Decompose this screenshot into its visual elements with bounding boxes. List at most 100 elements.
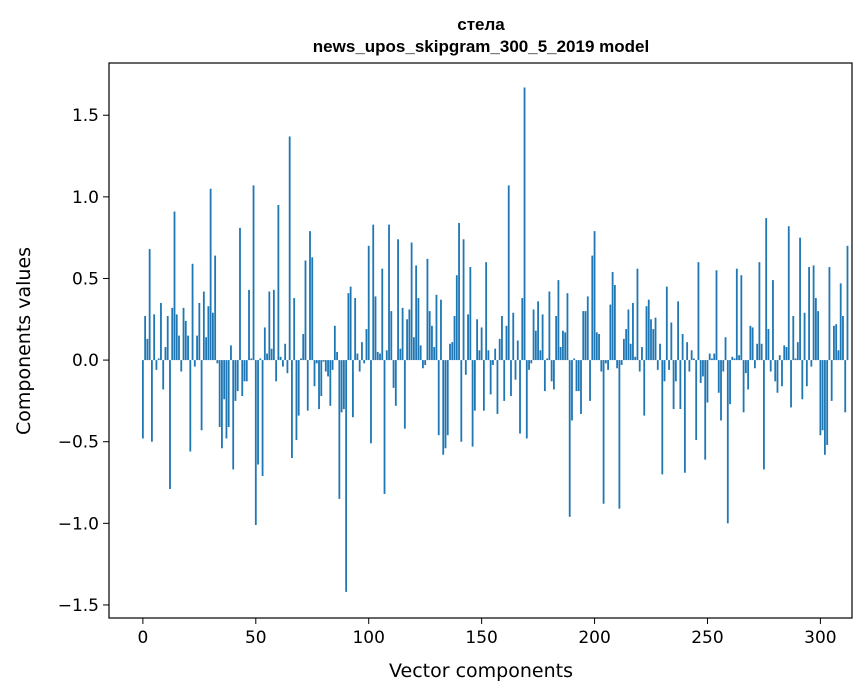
bar-161 <box>505 325 508 361</box>
bar-134 <box>444 360 447 449</box>
bar-71 <box>302 333 305 361</box>
bar-291 <box>799 237 801 361</box>
bar-19 <box>184 320 187 361</box>
bar-189 <box>568 360 571 517</box>
bar-8 <box>160 302 162 361</box>
bar-89 <box>342 360 345 410</box>
bar-188 <box>566 293 569 361</box>
bar-163 <box>510 360 512 396</box>
bar-3 <box>148 249 151 361</box>
bar-164 <box>512 312 515 361</box>
bar-46 <box>245 360 248 382</box>
bar-123 <box>419 345 422 361</box>
bar-137 <box>451 342 454 361</box>
bar-119 <box>410 242 413 361</box>
bar-61 <box>279 356 282 361</box>
bar-179 <box>546 358 549 361</box>
bar-23 <box>193 360 196 367</box>
bar-174 <box>534 330 537 361</box>
bar-100 <box>367 245 370 361</box>
bar-92 <box>349 286 352 361</box>
bar-247 <box>699 360 702 383</box>
bar-206 <box>607 360 610 370</box>
bar-55 <box>266 353 268 361</box>
bar-131 <box>437 360 440 436</box>
bar-238 <box>679 360 682 410</box>
bar-242 <box>688 360 691 372</box>
bar-224 <box>647 299 650 361</box>
bar-199 <box>591 255 594 361</box>
bar-244 <box>693 358 695 361</box>
bar-187 <box>564 332 567 361</box>
bar-250 <box>706 360 709 403</box>
bar-153 <box>487 350 490 361</box>
bar-209 <box>613 285 616 361</box>
bar-99 <box>365 329 368 361</box>
bar-296 <box>810 360 813 367</box>
bar-194 <box>580 360 582 414</box>
bar-253 <box>713 353 716 361</box>
bar-69 <box>297 360 300 416</box>
bar-207 <box>609 304 612 361</box>
bar-65 <box>288 136 291 361</box>
bar-226 <box>652 329 655 361</box>
bar-279 <box>772 280 774 361</box>
bar-269 <box>749 325 752 361</box>
bar-33 <box>216 360 219 364</box>
bar-268 <box>747 360 750 390</box>
bar-98 <box>363 360 366 364</box>
bar-221 <box>641 347 643 361</box>
bar-272 <box>756 343 759 361</box>
bar-185 <box>559 347 562 361</box>
bar-266 <box>742 360 745 413</box>
bar-196 <box>584 311 587 361</box>
bar-299 <box>817 311 820 361</box>
bar-158 <box>498 338 501 361</box>
bar-122 <box>417 298 420 361</box>
bar-126 <box>426 258 429 361</box>
bar-160 <box>503 360 506 401</box>
bar-292 <box>801 360 804 400</box>
bar-113 <box>397 239 399 361</box>
bar-128 <box>431 325 433 361</box>
bar-50 <box>254 360 257 525</box>
bar-180 <box>548 291 551 361</box>
bar-156 <box>494 348 497 361</box>
bar-275 <box>763 360 765 470</box>
bar-88 <box>340 360 343 413</box>
bar-48 <box>250 358 253 361</box>
bar-236 <box>674 360 677 382</box>
bar-293 <box>803 312 806 361</box>
bar-257 <box>722 360 725 372</box>
bar-178 <box>543 360 546 392</box>
bar-86 <box>336 351 338 361</box>
bar-300 <box>819 360 822 436</box>
bar-74 <box>309 231 311 361</box>
bar-263 <box>735 268 738 361</box>
bar-51 <box>257 360 259 465</box>
bar-162 <box>507 185 510 361</box>
bar-167 <box>519 360 521 434</box>
bar-229 <box>659 343 661 361</box>
bar-311 <box>844 360 847 413</box>
bar-34 <box>218 360 221 428</box>
bar-26 <box>200 360 203 431</box>
bar-260 <box>729 360 731 405</box>
bar-120 <box>412 337 415 361</box>
bar-175 <box>537 301 539 361</box>
bar-213 <box>623 338 625 361</box>
bar-136 <box>449 343 451 361</box>
bar-308 <box>837 350 840 361</box>
bar-203 <box>600 360 603 372</box>
bar-309 <box>839 283 842 361</box>
bar-288 <box>792 316 795 361</box>
bar-235 <box>672 360 675 410</box>
x-tick-label: 100 <box>352 628 384 648</box>
bar-202 <box>598 333 600 361</box>
bar-139 <box>455 275 458 361</box>
bar-24 <box>196 335 198 361</box>
bar-133 <box>442 360 445 455</box>
bar-278 <box>769 360 772 372</box>
bar-104 <box>376 351 379 361</box>
